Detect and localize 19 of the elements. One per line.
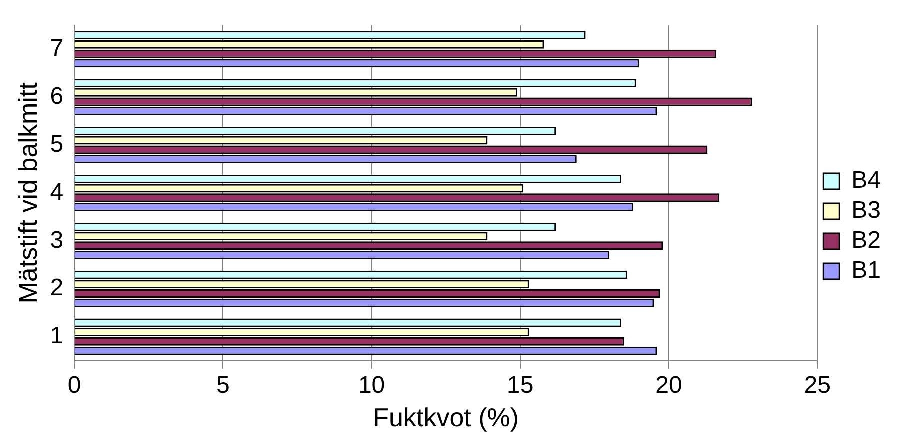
legend-label: B3 <box>852 197 882 224</box>
y-tick-label: 4 <box>50 178 64 206</box>
x-axis-title: Fuktkvot (%) <box>373 402 520 433</box>
y-tick-label: 6 <box>50 82 64 110</box>
y-tick-label: 2 <box>50 274 64 302</box>
legend-label: B1 <box>852 257 882 284</box>
x-tick-label: 5 <box>216 372 230 400</box>
x-tick-label: 25 <box>804 372 831 400</box>
y-tick-label: 7 <box>50 34 64 62</box>
legend-label: B4 <box>852 167 882 194</box>
y-tick-label: 3 <box>50 226 64 254</box>
x-tick-label: 0 <box>68 372 82 400</box>
x-tick-label: 10 <box>358 372 386 400</box>
y-axis-title: Mätstift vid balkmitt <box>12 82 43 304</box>
y-tick-label: 5 <box>50 130 64 158</box>
x-tick-label: 15 <box>507 372 534 400</box>
y-tick-label: 1 <box>50 322 64 350</box>
legend-label: B2 <box>852 227 882 254</box>
x-tick-label: 20 <box>656 372 682 400</box>
